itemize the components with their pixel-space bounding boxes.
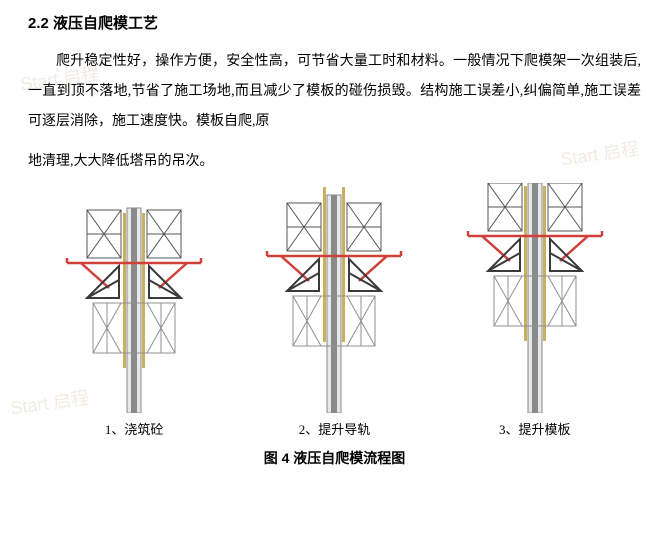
- climbing-formwork-diagram-3: [450, 183, 620, 413]
- section-heading: 2.2 液压自爬模工艺: [28, 12, 641, 33]
- figure-caption: 图 4 液压自爬模流程图: [28, 448, 641, 468]
- diagram-label-1: 1、浇筑砼: [105, 419, 164, 438]
- figure-container: 1、浇筑砼: [28, 183, 641, 438]
- document-content: 2.2 液压自爬模工艺 爬升稳定性好，操作方便，安全性高，可节省大量工时和材料。…: [28, 12, 641, 468]
- climbing-formwork-diagram-2: [249, 183, 419, 413]
- diagram-panel-1: 1、浇筑砼: [44, 183, 224, 438]
- diagram-panel-2: 2、提升导轨: [244, 183, 424, 438]
- diagram-label-3: 3、提升模板: [499, 419, 571, 438]
- paragraph-2: 地清理,大大降低塔吊的吊次。: [28, 147, 641, 177]
- climbing-formwork-diagram-1: [49, 183, 219, 413]
- diagram-panel-3: 3、提升模板: [445, 183, 625, 438]
- paragraph-1: 爬升稳定性好，操作方便，安全性高，可节省大量工时和材料。一般情况下爬模架一次组装…: [28, 47, 641, 137]
- diagram-label-2: 2、提升导轨: [299, 419, 371, 438]
